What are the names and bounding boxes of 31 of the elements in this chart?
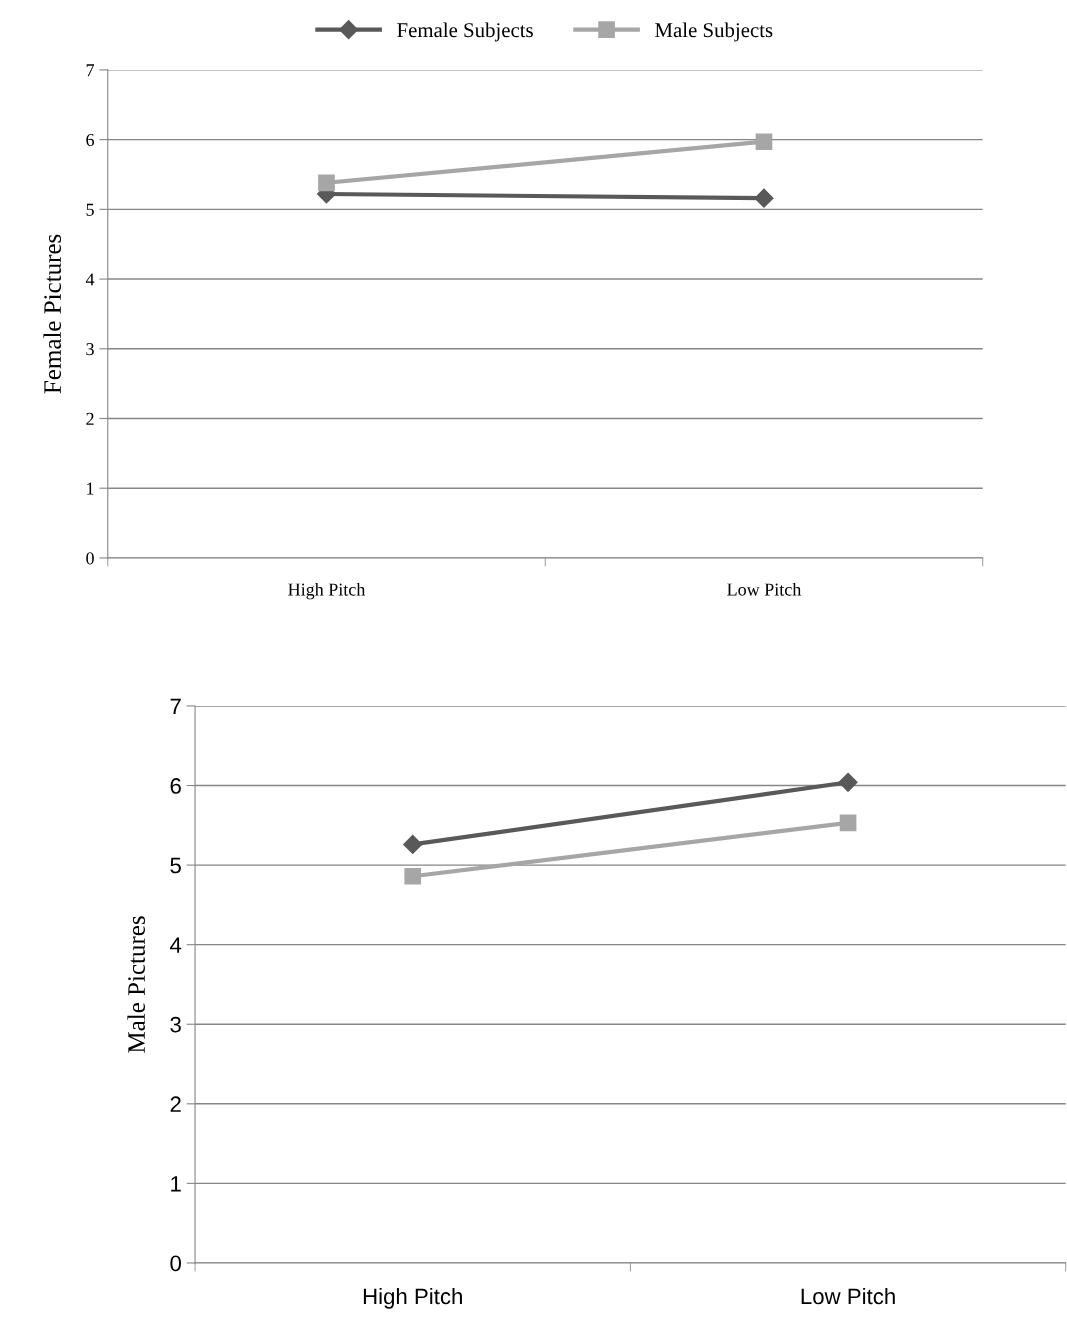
- point: [839, 814, 857, 832]
- y-tick-label: 0: [170, 1255, 181, 1272]
- y-axis-title: Female Pictures: [43, 234, 62, 394]
- y-tick-label: 3: [86, 343, 94, 356]
- y-tick-label: 5: [170, 857, 181, 874]
- x-tick-label: Low Pitch: [727, 582, 802, 596]
- y-tick-label: 6: [86, 133, 95, 147]
- y-tick-label: 6: [170, 778, 181, 794]
- y-tick-label: 3: [170, 1016, 181, 1033]
- y-tick-label: 7: [170, 698, 181, 715]
- y-tick-label: 7: [86, 64, 95, 77]
- point: [755, 133, 773, 151]
- y-tick-label: 2: [170, 1096, 181, 1112]
- point: [318, 174, 335, 192]
- y-tick-label: 1: [171, 1176, 181, 1192]
- y-tick-label: 1: [87, 482, 94, 495]
- legend-label: Male Subjects: [655, 22, 773, 42]
- y-tick-label: 4: [170, 937, 182, 953]
- x-tick-label: High Pitch: [363, 1287, 462, 1309]
- y-tick-label: 4: [85, 273, 95, 286]
- point: [754, 188, 774, 208]
- y-tick-label: 5: [86, 203, 94, 216]
- x-tick-label: Low Pitch: [801, 1287, 895, 1305]
- point: [404, 867, 422, 885]
- y-tick-label: 2: [86, 412, 94, 425]
- y-axis-title: Male Pictures: [127, 916, 145, 1053]
- legend-label: Female Subjects: [397, 22, 533, 42]
- x-tick-label: High Pitch: [288, 582, 366, 600]
- point: [403, 834, 423, 854]
- y-tick-label: 0: [86, 552, 94, 565]
- point: [838, 772, 858, 792]
